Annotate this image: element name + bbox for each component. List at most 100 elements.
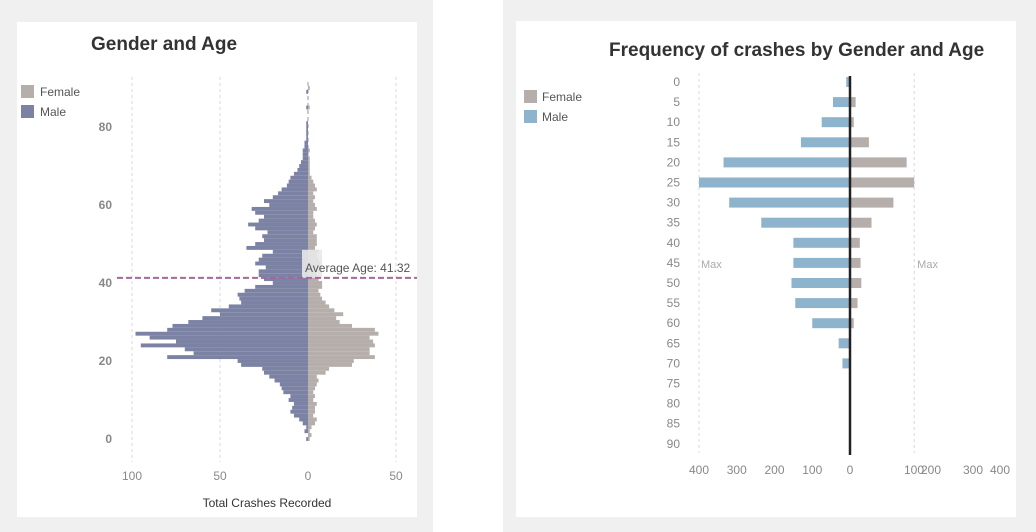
bar-female[interactable] — [308, 366, 330, 371]
bar-male[interactable] — [241, 362, 308, 367]
legend-label-female[interactable]: Female — [40, 85, 80, 99]
legend[interactable]: Female Male — [524, 90, 582, 124]
bar-female[interactable] — [308, 425, 312, 430]
bar-male[interactable] — [793, 237, 850, 248]
bar-female[interactable] — [308, 179, 314, 184]
bar-male[interactable] — [264, 370, 308, 375]
bar-male[interactable] — [202, 316, 308, 321]
bar-male[interactable] — [838, 338, 850, 349]
bar-male[interactable] — [193, 351, 308, 356]
bar-male[interactable] — [288, 398, 308, 402]
bar-male[interactable] — [255, 210, 308, 215]
bar-female[interactable] — [308, 191, 314, 196]
bar-male[interactable] — [278, 191, 308, 196]
bar-female[interactable] — [308, 331, 379, 336]
bar-female[interactable] — [308, 359, 354, 363]
bar-female[interactable] — [308, 164, 310, 168]
bars[interactable] — [699, 77, 915, 449]
bar-female[interactable] — [308, 312, 344, 317]
bar-male[interactable] — [281, 386, 308, 391]
bar-female[interactable] — [308, 288, 319, 293]
bar-male[interactable] — [761, 217, 850, 228]
bar-male[interactable] — [299, 164, 308, 168]
bars[interactable] — [135, 86, 379, 441]
bar-male[interactable] — [293, 401, 308, 406]
bar-male[interactable] — [272, 281, 308, 285]
bar-male[interactable] — [302, 152, 308, 157]
bar-female[interactable] — [308, 199, 314, 204]
bar-male[interactable] — [292, 405, 308, 410]
bar-male[interactable] — [262, 366, 308, 371]
bar-male[interactable] — [288, 179, 308, 184]
bar-male[interactable] — [821, 117, 850, 128]
bar-male[interactable] — [184, 347, 308, 352]
bar-female[interactable] — [308, 335, 370, 340]
bar-female[interactable] — [850, 318, 854, 329]
bar-female[interactable] — [308, 148, 310, 153]
bar-male[interactable] — [265, 265, 308, 270]
bar-male[interactable] — [290, 394, 308, 399]
average-age-annotation[interactable]: Average Age: 41.32 — [117, 249, 417, 279]
bar-female[interactable] — [308, 316, 337, 321]
bar-male[interactable] — [188, 320, 308, 324]
bar-female[interactable] — [308, 308, 335, 313]
bar-female[interactable] — [308, 277, 319, 282]
bar-male[interactable] — [237, 292, 308, 297]
bar-male[interactable] — [255, 284, 308, 289]
bar-female[interactable] — [850, 137, 869, 148]
bar-female[interactable] — [850, 117, 854, 128]
bar-female[interactable] — [850, 257, 861, 268]
bar-female[interactable] — [850, 157, 907, 168]
bar-male[interactable] — [262, 253, 308, 258]
bar-male[interactable] — [264, 199, 308, 204]
bar-female[interactable] — [308, 183, 316, 188]
bar-female[interactable] — [308, 206, 317, 211]
bar-female[interactable] — [308, 320, 340, 324]
bar-male[interactable] — [302, 148, 308, 153]
bar-female[interactable] — [308, 242, 317, 246]
bar-female[interactable] — [308, 292, 321, 297]
bar-female[interactable] — [850, 217, 872, 228]
bar-female[interactable] — [308, 86, 310, 90]
bar-female[interactable] — [308, 405, 316, 410]
bar-male[interactable] — [306, 437, 308, 441]
legend-label-male[interactable]: Male — [542, 110, 568, 124]
bar-male[interactable] — [241, 300, 308, 305]
bar-male[interactable] — [842, 358, 850, 369]
bar-male[interactable] — [846, 77, 850, 87]
bar-female[interactable] — [308, 210, 314, 215]
bar-male[interactable] — [306, 89, 308, 94]
bar-female[interactable] — [308, 413, 314, 418]
bar-male[interactable] — [255, 226, 308, 231]
bar-female[interactable] — [308, 398, 314, 402]
bar-male[interactable] — [302, 156, 308, 161]
bar-female[interactable] — [308, 234, 317, 239]
legend-label-female[interactable]: Female — [542, 90, 582, 104]
bar-female[interactable] — [308, 218, 316, 223]
bar-female[interactable] — [308, 355, 375, 360]
bar-female[interactable] — [308, 323, 352, 328]
bar-female[interactable] — [308, 409, 316, 414]
bar-male[interactable] — [729, 197, 850, 208]
bar-male[interactable] — [299, 417, 308, 422]
bar-female[interactable] — [308, 160, 310, 165]
bar-male[interactable] — [258, 269, 308, 274]
bar-male[interactable] — [699, 177, 850, 188]
bar-female[interactable] — [308, 362, 352, 367]
bar-female[interactable] — [308, 339, 374, 344]
bar-male[interactable] — [140, 343, 308, 348]
bar-male[interactable] — [306, 425, 308, 430]
bar-female[interactable] — [308, 347, 370, 352]
bar-male[interactable] — [274, 378, 308, 383]
bar-male[interactable] — [258, 257, 308, 262]
bar-male[interactable] — [297, 167, 308, 172]
bar-female[interactable] — [308, 296, 323, 301]
bar-female[interactable] — [308, 156, 310, 161]
bar-female[interactable] — [308, 281, 323, 285]
bar-male[interactable] — [244, 288, 308, 293]
legend-label-male[interactable]: Male — [40, 105, 66, 119]
bar-male[interactable] — [267, 230, 308, 235]
bar-male[interactable] — [812, 318, 850, 329]
bar-male[interactable] — [283, 390, 308, 395]
bar-female[interactable] — [308, 351, 370, 356]
